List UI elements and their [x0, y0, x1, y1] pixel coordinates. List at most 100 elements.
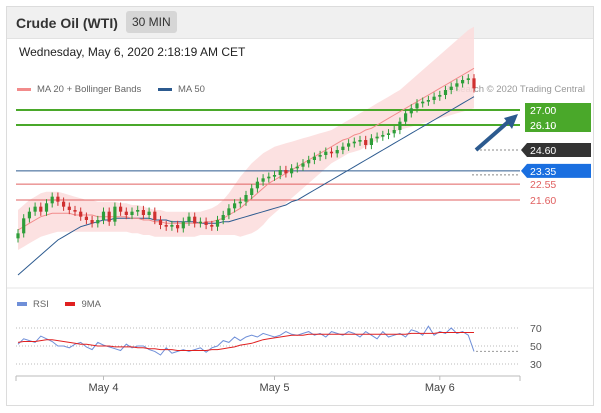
- candle-body: [101, 211, 106, 220]
- candle-body: [73, 210, 77, 212]
- legend-ma20: MA 20 + Bollinger Bands: [17, 84, 141, 95]
- legend-ma50-label: MA 50: [177, 84, 205, 95]
- candle-body: [153, 211, 157, 220]
- main-legend: MA 20 + Bollinger Bands MA 50: [17, 84, 219, 95]
- candle-body: [341, 146, 345, 150]
- candle-body: [398, 121, 402, 130]
- 9ma-swatch: [65, 302, 76, 307]
- level-label-23.35: 23.35: [530, 166, 556, 178]
- candle-body: [364, 140, 368, 145]
- candle-body: [312, 156, 316, 160]
- candles: [16, 74, 476, 243]
- candle-body: [221, 215, 225, 220]
- candle-body: [147, 211, 151, 215]
- level-tag-23.35: [521, 163, 591, 178]
- candle-body: [96, 220, 100, 224]
- candle-body: [27, 211, 31, 219]
- candle-body: [238, 201, 242, 204]
- research-credit: Research © 2020 Trading Central: [443, 84, 585, 95]
- ma50-swatch: [157, 87, 172, 91]
- x-tick-label: May 4: [89, 382, 119, 394]
- candle-body: [335, 150, 339, 154]
- candle-body: [193, 216, 197, 224]
- candle-body: [301, 163, 305, 167]
- ma50-line: [17, 96, 475, 276]
- candle-body: [56, 196, 60, 202]
- legend-ma20-label: MA 20 + Bollinger Bands: [37, 84, 142, 95]
- candle-body: [449, 86, 453, 90]
- candle-body: [67, 206, 71, 210]
- level-label-24.60: 24.60: [530, 145, 556, 157]
- candle-body: [352, 141, 356, 144]
- candle-body: [272, 175, 277, 177]
- rsi-tick-70: 70: [530, 323, 542, 335]
- candle-body: [22, 218, 26, 234]
- candle-body: [318, 155, 322, 157]
- candle-body: [158, 220, 163, 225]
- legend-ma50: MA 50: [157, 84, 205, 95]
- rsi-tick-50: 50: [530, 341, 542, 353]
- candle-body: [187, 216, 191, 222]
- rsi-series-rsi: [17, 325, 475, 356]
- candle-body: [461, 80, 465, 84]
- candle-body: [347, 143, 351, 147]
- rsi-swatch: [17, 302, 27, 307]
- candle-body: [426, 100, 430, 102]
- candle-body: [290, 168, 294, 174]
- candle-body: [90, 220, 94, 224]
- candle-body: [386, 133, 391, 135]
- candle-body: [369, 138, 373, 145]
- candle-body: [210, 225, 214, 227]
- candle-body: [255, 181, 259, 189]
- candle-body: [443, 90, 448, 95]
- legend-9ma-label: 9MA: [81, 299, 102, 310]
- rsi-series-9ma: [17, 332, 474, 351]
- candle-body: [176, 225, 180, 229]
- candle-body: [33, 206, 37, 212]
- candle-body: [79, 211, 83, 217]
- candle-body: [164, 225, 168, 227]
- candle-body: [375, 136, 379, 139]
- candle-body: [421, 101, 425, 104]
- candle-body: [16, 233, 20, 239]
- candle-body: [250, 188, 254, 195]
- instrument-title: Crude Oil (WTI): [16, 15, 118, 31]
- level-label-top-26.10: 26.10: [530, 120, 556, 132]
- level-label-top-27.00: 27.00: [530, 105, 556, 117]
- candle-body: [415, 103, 419, 109]
- candle-body: [466, 78, 470, 80]
- candle-body: [39, 206, 43, 212]
- candle-body: [170, 225, 174, 227]
- candle-body: [233, 203, 237, 209]
- candle-body: [392, 130, 396, 134]
- candle-body: [124, 211, 128, 215]
- candle-body: [113, 206, 117, 222]
- timeframe-badge[interactable]: 30 MIN: [126, 11, 177, 33]
- x-tick-label: May 6: [425, 382, 455, 394]
- candle-body: [284, 170, 288, 174]
- candle-body: [181, 221, 185, 229]
- candle-body: [84, 216, 88, 220]
- candle-body: [198, 221, 202, 224]
- candle-body: [358, 140, 362, 142]
- widget-header: Crude Oil (WTI) 30 MIN: [7, 7, 593, 39]
- resistance-tag-joint: [525, 110, 591, 125]
- candle-body: [141, 210, 145, 215]
- candle-body: [409, 108, 413, 114]
- forecast-arrow-head: [504, 114, 518, 129]
- legend-9ma: 9MA: [65, 299, 101, 310]
- timestamp: Wednesday, May 6, 2020 2:18:19 AM CET: [19, 45, 246, 59]
- candle-body: [107, 211, 111, 222]
- rsi-tick-30: 30: [530, 359, 542, 371]
- candle-body: [244, 195, 248, 202]
- candle-body: [455, 83, 459, 87]
- candle-body: [432, 96, 436, 100]
- forecast-arrow-shaft: [474, 120, 510, 152]
- candle-body: [472, 78, 476, 89]
- level-tag-24.60: [521, 143, 591, 157]
- candle-body: [381, 135, 385, 137]
- level-label-21.60: 21.60: [530, 195, 556, 207]
- candle-body: [329, 151, 334, 154]
- legend-rsi: RSI: [17, 299, 49, 310]
- candle-body: [404, 113, 408, 122]
